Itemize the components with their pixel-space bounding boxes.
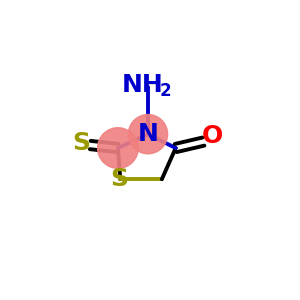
Text: S: S [110,167,128,191]
Text: 2: 2 [160,82,171,100]
Text: N: N [137,122,158,146]
Text: O: O [202,124,223,148]
Text: S: S [72,131,90,155]
Circle shape [98,128,138,168]
Circle shape [128,115,168,154]
Text: NH: NH [121,73,163,97]
